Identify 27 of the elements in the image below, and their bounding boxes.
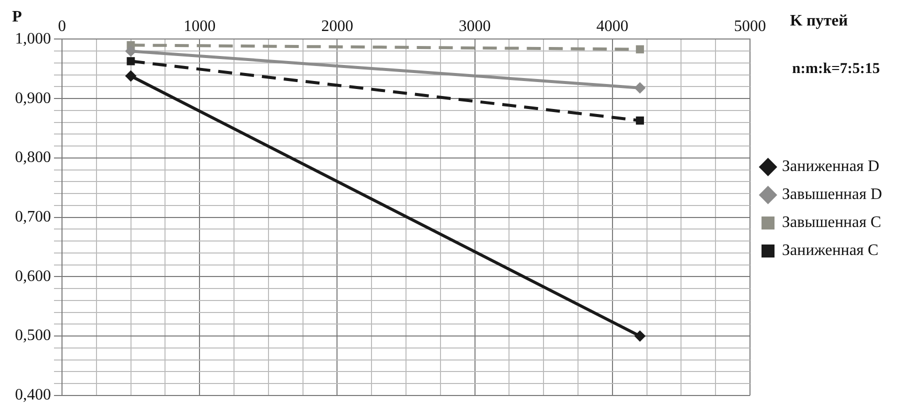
x-tick-label: 3000 — [458, 18, 491, 35]
y-tick-label: 0,900 — [15, 90, 51, 107]
x-tick-label: 1000 — [184, 18, 216, 35]
y-tick-label: 0,400 — [15, 386, 51, 404]
x-axis-title: K путей — [790, 12, 848, 30]
legend-label: Завышенная C — [782, 214, 882, 232]
point — [636, 45, 644, 54]
point — [636, 116, 644, 125]
y-tick-label: 0,500 — [15, 327, 51, 344]
x-tick-label: 2000 — [321, 18, 354, 35]
y-axis-title: P — [12, 8, 22, 26]
legend-label: Завышенная D — [782, 186, 882, 204]
legend-label: Заниженная C — [782, 242, 878, 260]
x-tick-label: 0 — [58, 18, 66, 35]
text: n:m:k=7:5:15 — [792, 61, 880, 78]
y-tick-label: 0,700 — [15, 208, 51, 226]
y-tick-label: 1,000 — [15, 30, 51, 48]
point — [634, 82, 646, 94]
point — [125, 46, 136, 57]
point — [634, 330, 646, 342]
y-tick-label: 0,800 — [15, 149, 51, 166]
point — [125, 70, 136, 82]
legend-label: Заниженная D — [782, 158, 880, 176]
y-tick-label: 0,600 — [15, 268, 51, 285]
point — [126, 57, 135, 66]
x-tick-label: 5000 — [734, 18, 766, 35]
x-tick-label: 4000 — [596, 18, 628, 35]
